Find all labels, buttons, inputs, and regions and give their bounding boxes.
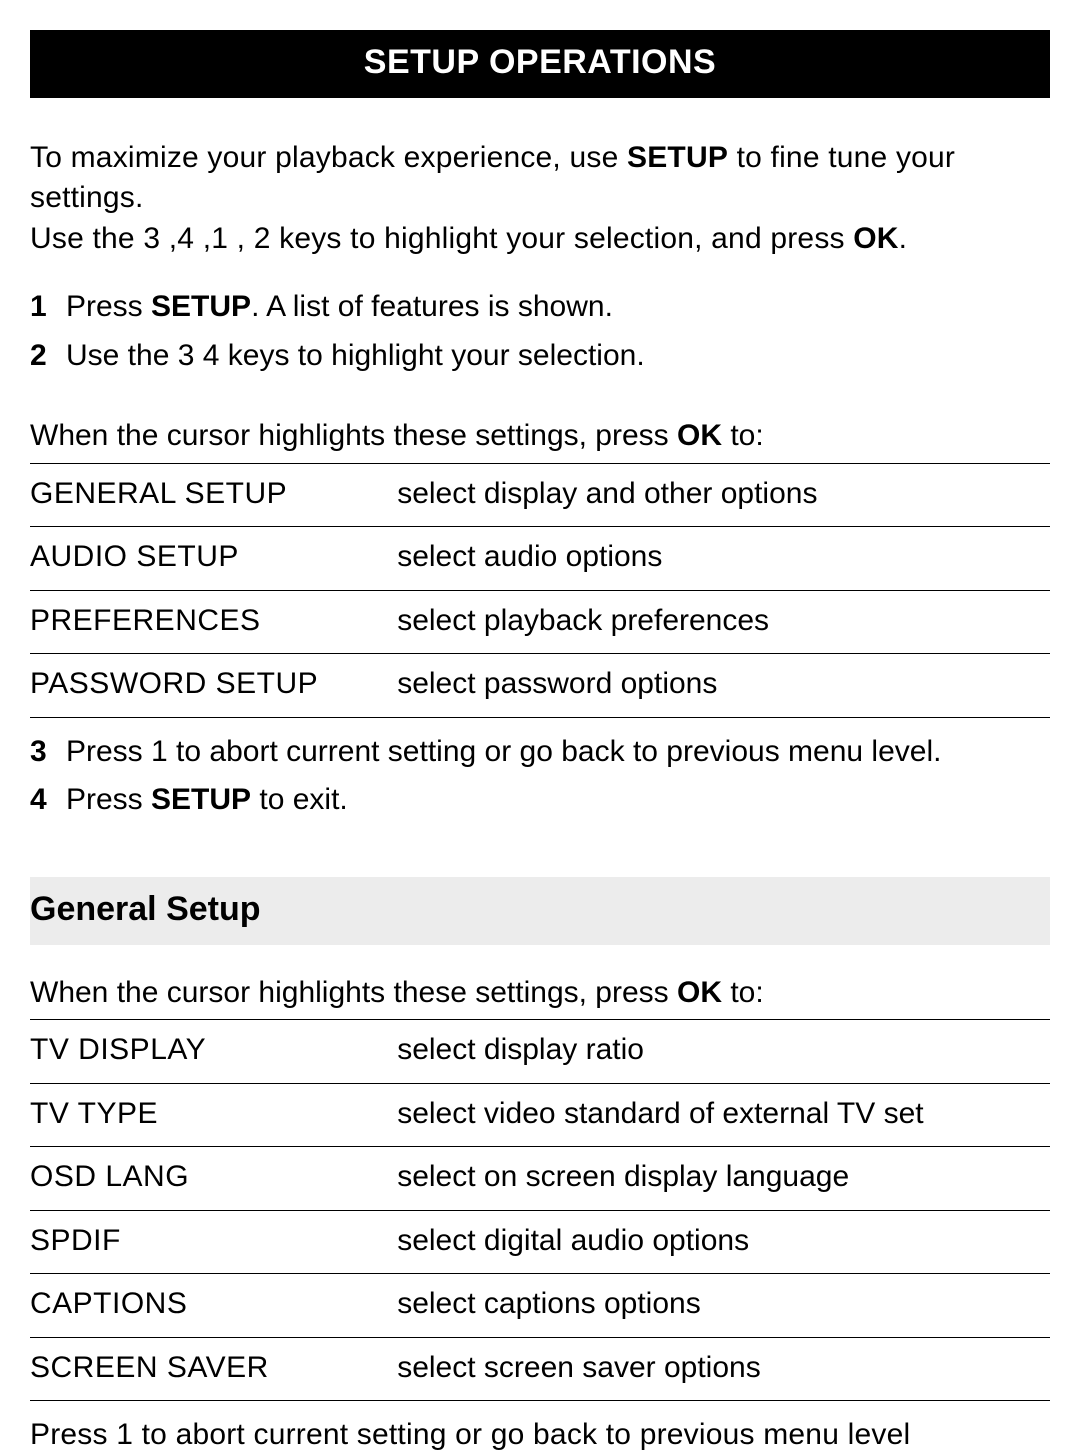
step-text-post: . A list of features is shown.	[251, 290, 613, 323]
table-row: TV TYPEselect video standard of external…	[30, 1083, 1050, 1147]
lead-text: When the cursor highlights these setting…	[30, 976, 677, 1009]
lead-text: to:	[722, 419, 764, 452]
settings-table-1: GENERAL SETUPselect display and other op…	[30, 463, 1050, 718]
setting-key: SCREEN SAVER	[30, 1337, 397, 1401]
steps-list-a: 1 Press SETUP. A list of features is sho…	[30, 287, 1050, 376]
lead-ok-bold: OK	[677, 976, 722, 1009]
lead-ok-bold: OK	[677, 419, 722, 452]
setting-value: select display and other options	[397, 463, 1050, 527]
section-heading-general-setup: General Setup	[30, 877, 1050, 945]
step-text: Press SETUP. A list of features is shown…	[66, 287, 1050, 328]
step-number: 2	[30, 336, 52, 377]
intro-ok-bold: OK	[853, 222, 898, 255]
lead-text: When the cursor highlights these setting…	[30, 419, 677, 452]
table-row: PASSWORD SETUPselect password options	[30, 654, 1050, 718]
setting-value: select screen saver options	[397, 1337, 1050, 1401]
step-text-bold: SETUP	[151, 290, 251, 323]
table-row: SCREEN SAVERselect screen saver options	[30, 1337, 1050, 1401]
table-row: PREFERENCESselect playback preferences	[30, 590, 1050, 654]
step-text-pre: Press 1 to abort current setting or go b…	[66, 735, 941, 768]
step-row: 3 Press 1 to abort current setting or go…	[30, 732, 1050, 773]
setting-value: select digital audio options	[397, 1210, 1050, 1274]
setting-key: PREFERENCES	[30, 590, 397, 654]
step-text-pre: Press	[66, 783, 151, 816]
step-row: 2 Use the 3 4 keys to highlight your sel…	[30, 336, 1050, 377]
table-row: OSD LANGselect on screen display languag…	[30, 1147, 1050, 1211]
step-number: 3	[30, 732, 52, 773]
setting-value: select display ratio	[397, 1020, 1050, 1084]
intro-paragraph: To maximize your playback experience, us…	[30, 138, 1050, 260]
setting-key: TV TYPE	[30, 1083, 397, 1147]
intro-text: To maximize your playback experience, us…	[30, 141, 627, 174]
table-row: AUDIO SETUPselect audio options	[30, 527, 1050, 591]
step-number: 1	[30, 287, 52, 328]
setting-value: select on screen display language	[397, 1147, 1050, 1211]
table-row: GENERAL SETUPselect display and other op…	[30, 463, 1050, 527]
setting-key: PASSWORD SETUP	[30, 654, 397, 718]
step-row: 1 Press SETUP. A list of features is sho…	[30, 287, 1050, 328]
step-row: 4 Press SETUP to exit.	[30, 780, 1050, 821]
step-number: 4	[30, 780, 52, 821]
table-row: CAPTIONSselect captions options	[30, 1274, 1050, 1338]
table-row: TV DISPLAYselect display ratio	[30, 1020, 1050, 1084]
step-text: Press SETUP to exit.	[66, 780, 1050, 821]
step-text-pre: Use the 3 4 keys to highlight your selec…	[66, 339, 645, 372]
intro-text: Use the 3 ,4 ,1 , 2 keys to highlight yo…	[30, 222, 853, 255]
setting-key: CAPTIONS	[30, 1274, 397, 1338]
table-row: SPDIFselect digital audio options	[30, 1210, 1050, 1274]
setting-key: OSD LANG	[30, 1147, 397, 1211]
setting-key: SPDIF	[30, 1210, 397, 1274]
settings-table-2: TV DISPLAYselect display ratio TV TYPEse…	[30, 1019, 1050, 1401]
setting-value: select video standard of external TV set	[397, 1083, 1050, 1147]
intro-setup-bold: SETUP	[627, 141, 728, 174]
step-text: Press 1 to abort current setting or go b…	[66, 732, 1050, 773]
page-banner: SETUP OPERATIONS	[30, 30, 1050, 98]
step-text-bold: SETUP	[151, 783, 251, 816]
step-text-pre: Press	[66, 290, 151, 323]
step-text: Use the 3 4 keys to highlight your selec…	[66, 336, 1050, 377]
table1-lead: When the cursor highlights these setting…	[30, 416, 1050, 457]
setting-key: AUDIO SETUP	[30, 527, 397, 591]
footer-note: Press 1 to abort current setting or go b…	[30, 1415, 1050, 1456]
setting-value: select password options	[397, 654, 1050, 718]
setting-value: select captions options	[397, 1274, 1050, 1338]
setting-key: GENERAL SETUP	[30, 463, 397, 527]
intro-text: .	[899, 222, 908, 255]
lead-text: to:	[722, 976, 764, 1009]
setting-value: select audio options	[397, 527, 1050, 591]
setting-key: TV DISPLAY	[30, 1020, 397, 1084]
steps-list-b: 3 Press 1 to abort current setting or go…	[30, 732, 1050, 821]
step-text-post: to exit.	[251, 783, 348, 816]
table2-lead: When the cursor highlights these setting…	[30, 973, 1050, 1014]
setting-value: select playback preferences	[397, 590, 1050, 654]
